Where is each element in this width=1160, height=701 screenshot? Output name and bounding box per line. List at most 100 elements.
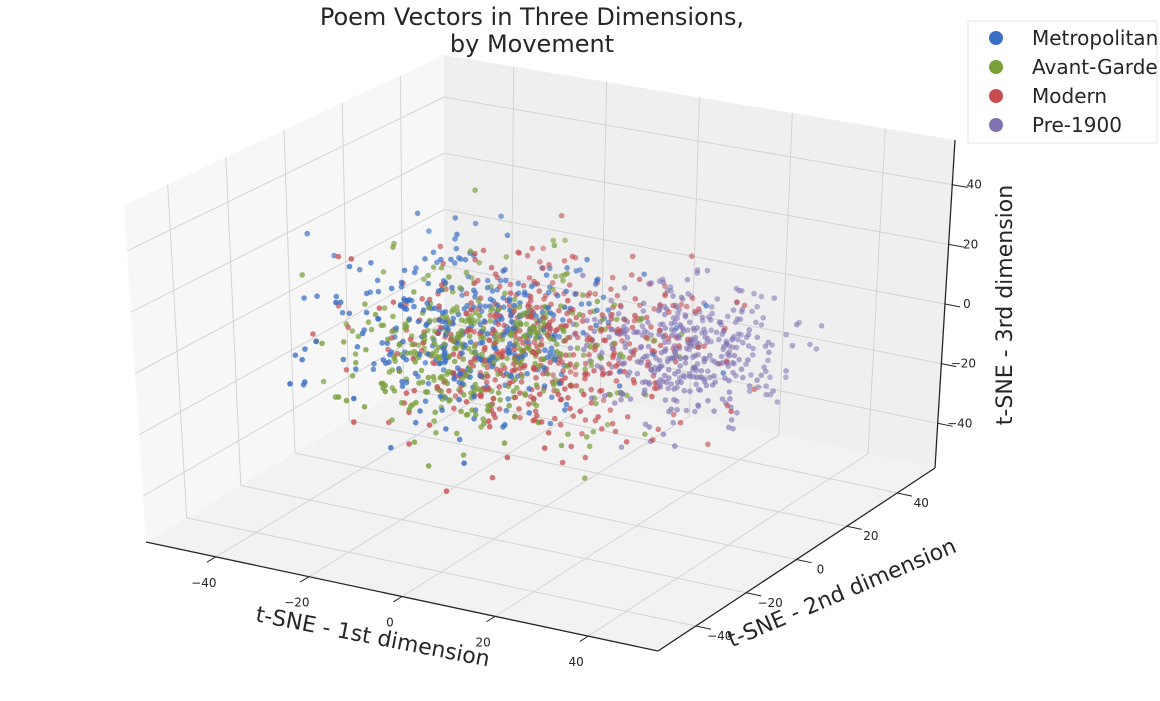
point-metropolitan [422,255,428,262]
point-avant-garde [583,434,590,440]
point-modern [559,459,566,466]
point-pre-1900 [715,361,721,367]
point-modern [565,395,571,401]
point-avant-garde [422,389,429,395]
point-avant-garde [611,302,618,308]
point-pre-1900 [618,389,624,396]
point-avant-garde [582,366,588,372]
point-modern [477,331,483,337]
point-modern [492,377,499,383]
point-pre-1900 [701,358,708,365]
point-metropolitan [301,295,307,301]
point-pre-1900 [626,369,633,376]
point-modern [436,303,442,309]
point-modern [623,439,630,445]
point-metropolitan [302,346,308,352]
z-tick-mark [937,422,953,427]
point-metropolitan [471,287,477,294]
point-avant-garde [524,309,530,316]
point-modern [451,405,457,412]
point-pre-1900 [762,343,769,350]
point-modern [437,243,444,250]
point-modern [624,414,631,420]
point-avant-garde [541,356,547,362]
point-metropolitan [414,210,421,217]
point-pre-1900 [657,382,663,389]
point-avant-garde [544,371,551,377]
point-avant-garde [604,421,611,428]
point-pre-1900 [718,353,725,360]
point-pre-1900 [758,372,765,379]
point-pre-1900 [693,381,699,388]
point-avant-garde [461,392,467,398]
point-avant-garde [540,388,547,394]
point-modern [566,334,573,341]
point-avant-garde [554,341,560,348]
point-metropolitan [584,256,590,263]
point-pre-1900 [675,311,681,317]
point-modern [569,253,576,260]
point-metropolitan [331,252,337,259]
point-avant-garde [413,399,419,406]
point-avant-garde [582,475,588,482]
point-avant-garde [480,416,487,422]
point-metropolitan [470,304,477,311]
point-avant-garde [320,378,327,385]
point-modern [411,387,418,394]
point-pre-1900 [701,378,708,385]
point-pre-1900 [645,343,652,350]
point-modern [480,247,487,254]
point-pre-1900 [646,424,653,430]
point-avant-garde [479,351,485,358]
point-avant-garde [385,336,391,343]
point-avant-garde [454,430,460,437]
point-pre-1900 [754,334,761,341]
point-metropolitan [400,338,406,345]
point-pre-1900 [612,400,618,406]
point-avant-garde [451,358,458,365]
point-metropolitan [505,396,512,402]
point-avant-garde [365,319,372,326]
point-metropolitan [346,263,353,270]
point-pre-1900 [639,323,646,329]
point-avant-garde [594,342,600,349]
point-avant-garde [299,272,306,278]
point-modern [564,310,570,317]
point-metropolitan [482,303,489,310]
point-modern [622,316,628,323]
point-modern [613,363,619,369]
point-pre-1900 [681,387,688,394]
point-modern [492,314,499,321]
point-metropolitan [554,292,561,299]
point-pre-1900 [736,287,742,294]
point-metropolitan [564,265,570,271]
point-modern [632,296,639,302]
point-pre-1900 [719,360,726,366]
point-pre-1900 [754,304,760,310]
point-metropolitan [541,364,547,371]
point-modern [599,312,606,318]
point-metropolitan [490,354,496,360]
point-modern [607,407,614,413]
point-avant-garde [381,305,388,311]
point-avant-garde [560,277,566,284]
point-avant-garde [540,318,546,325]
point-modern [335,253,342,260]
point-pre-1900 [608,297,614,304]
x-tick-mark [579,635,589,643]
point-pre-1900 [622,340,628,347]
point-modern [626,341,633,347]
z-tick-mark [952,184,968,188]
point-metropolitan [457,371,463,377]
point-modern [531,278,537,285]
point-modern [586,352,592,358]
point-avant-garde [586,443,593,450]
point-avant-garde [432,317,438,324]
point-avant-garde [594,298,601,305]
point-pre-1900 [671,319,678,326]
point-pre-1900 [730,359,736,366]
point-metropolitan [439,407,445,414]
point-metropolitan [616,383,623,389]
point-metropolitan [411,303,417,310]
